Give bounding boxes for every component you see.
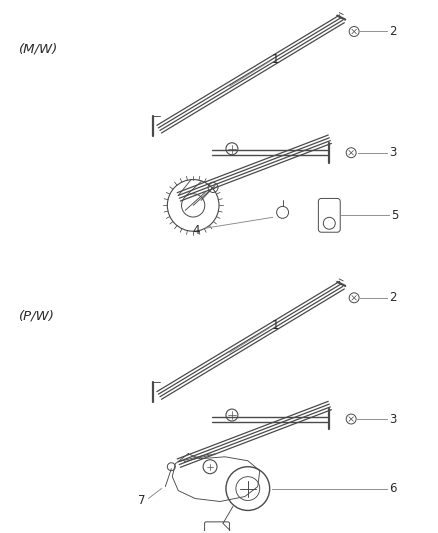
Text: 1: 1 xyxy=(271,53,279,66)
Text: 4: 4 xyxy=(192,224,200,237)
Text: 7: 7 xyxy=(138,494,145,507)
Text: 6: 6 xyxy=(388,482,396,495)
Text: 3: 3 xyxy=(388,146,396,159)
Text: 2: 2 xyxy=(388,25,396,38)
Text: 1: 1 xyxy=(271,319,279,332)
Text: 3: 3 xyxy=(388,413,396,425)
Text: 5: 5 xyxy=(390,209,397,222)
Text: (P/W): (P/W) xyxy=(19,309,55,322)
Text: (M/W): (M/W) xyxy=(19,43,58,56)
Text: 2: 2 xyxy=(388,292,396,304)
